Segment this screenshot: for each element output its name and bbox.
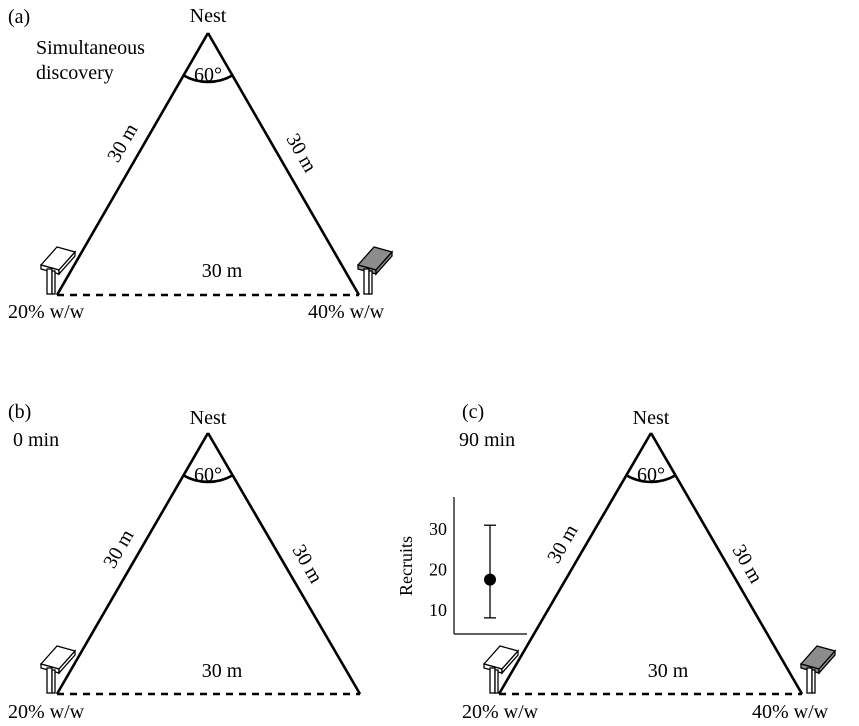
panel-a-caption-line2: discovery xyxy=(36,62,114,84)
panel-b-label: (b) xyxy=(8,401,31,423)
panel-a-label: (a) xyxy=(8,6,30,28)
panel-a-left-side xyxy=(55,32,210,296)
panel-c-label: (c) xyxy=(462,401,484,423)
panel-c-right-feeder-label: 40% w/w xyxy=(752,701,829,723)
panel-c-left-side xyxy=(497,432,653,695)
panel-c-left-feeder-icon xyxy=(482,645,520,694)
recruits-inset: Recruits 10 20 30 xyxy=(396,497,527,635)
panel-c-nest-label: Nest xyxy=(633,407,670,429)
inset-tick-label-20: 20 xyxy=(429,560,447,580)
panel-c-angle-arc xyxy=(625,474,677,484)
panel-c-right-side xyxy=(649,432,804,695)
panel-b-left-feeder-label: 20% w/w xyxy=(8,701,85,723)
panel-b-right-side xyxy=(206,432,362,695)
panel-b-left-feeder-icon xyxy=(39,645,77,694)
panel-a-angle-arc xyxy=(182,74,234,84)
panel-b-left-side xyxy=(55,432,210,695)
panel-c: (c) 90 min Nest 60° 30 m 30 m 30 m 20% w… xyxy=(396,401,837,723)
panel-b-angle-arc xyxy=(182,474,234,484)
panel-a-right-side xyxy=(206,32,361,296)
panel-a-base-distance: 30 m xyxy=(202,260,243,282)
panel-b-angle-label: 60° xyxy=(194,464,222,486)
inset-mean-point xyxy=(484,573,496,586)
panel-a-caption-line1: Simultaneous xyxy=(36,37,145,59)
panel-a-angle-label: 60° xyxy=(194,64,222,86)
panel-a: (a) Simultaneous discovery Nest 60° 30 m… xyxy=(8,5,394,323)
panel-a-right-feeder-icon xyxy=(356,246,394,295)
panel-b-caption: 0 min xyxy=(13,429,59,451)
inset-tick-label-10: 10 xyxy=(429,600,447,620)
panel-c-angle-label: 60° xyxy=(637,464,665,486)
inset-y-axis-label: Recruits xyxy=(396,536,416,596)
panel-a-left-feeder-label: 20% w/w xyxy=(8,301,85,323)
panel-c-left-feeder-label: 20% w/w xyxy=(462,701,539,723)
panel-c-base-distance: 30 m xyxy=(648,660,689,682)
panel-c-right-feeder-icon xyxy=(799,645,837,694)
panel-c-caption: 90 min xyxy=(459,429,515,451)
panel-a-nest-label: Nest xyxy=(190,5,227,27)
panel-a-right-feeder-label: 40% w/w xyxy=(308,301,385,323)
panel-a-left-feeder-icon xyxy=(39,246,77,295)
panel-b-base-distance: 30 m xyxy=(202,660,243,682)
inset-tick-label-30: 30 xyxy=(429,519,447,539)
panel-c-right-distance: 30 m xyxy=(728,541,768,588)
panel-b: (b) 0 min Nest 60° 30 m 30 m 30 m 20% w/… xyxy=(8,401,362,723)
panel-b-nest-label: Nest xyxy=(190,407,227,429)
